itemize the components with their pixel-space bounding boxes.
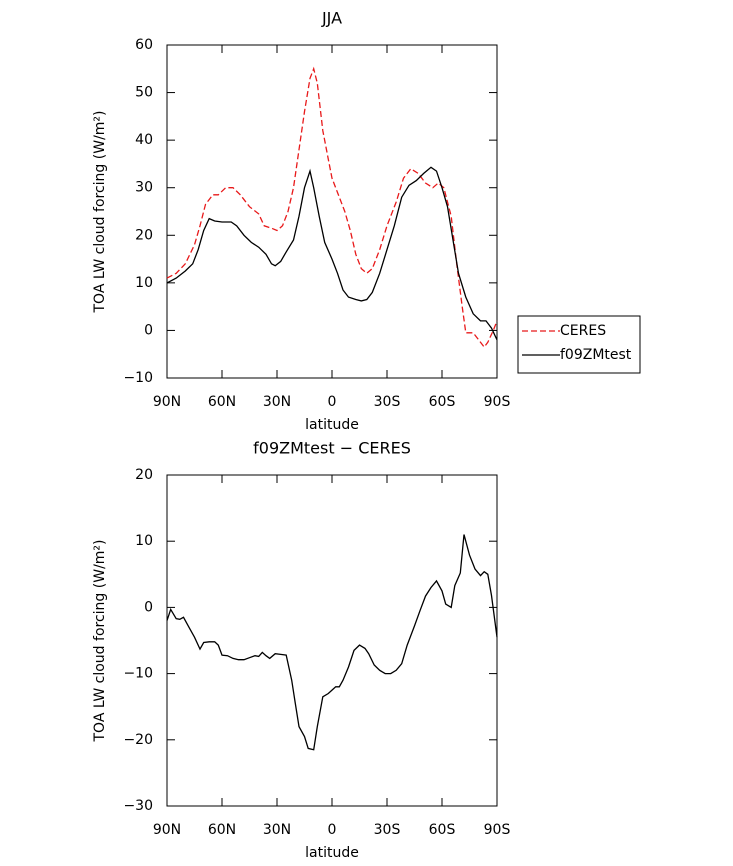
x-axis-label: latitude bbox=[305, 845, 359, 861]
y-tick-label: −20 bbox=[123, 732, 153, 748]
y-tick-label: 40 bbox=[135, 132, 153, 148]
x-tick-label: 60N bbox=[208, 394, 236, 410]
plot-frame bbox=[166, 474, 498, 807]
x-tick-label: 30S bbox=[374, 822, 401, 838]
x-tick-label: 30S bbox=[374, 394, 401, 410]
data-line bbox=[166, 66, 498, 349]
y-tick-label: −10 bbox=[123, 666, 153, 682]
x-tick-label: 60S bbox=[429, 394, 456, 410]
x-tick-label: 0 bbox=[328, 822, 337, 838]
data-line bbox=[166, 534, 498, 751]
x-tick-label: 30N bbox=[263, 822, 291, 838]
y-tick-label: −10 bbox=[123, 370, 153, 386]
x-axis-label: latitude bbox=[305, 417, 359, 433]
y-tick-label: 10 bbox=[135, 275, 153, 291]
legend-label: f09ZMtest bbox=[560, 347, 632, 363]
x-tick-label: 60N bbox=[208, 822, 236, 838]
legend-box bbox=[517, 315, 641, 374]
y-tick-label: 0 bbox=[144, 322, 153, 338]
chart-title: JJA bbox=[321, 9, 342, 28]
x-tick-label: 90N bbox=[153, 394, 181, 410]
y-tick-label: 30 bbox=[135, 180, 153, 196]
y-tick-label: 10 bbox=[135, 533, 153, 549]
x-tick-label: 60S bbox=[429, 822, 456, 838]
x-tick-label: 30N bbox=[263, 394, 291, 410]
y-tick-label: 20 bbox=[135, 227, 153, 243]
y-axis-label: TOA LW cloud forcing (W/m²) bbox=[92, 111, 108, 314]
x-tick-label: 90S bbox=[484, 394, 511, 410]
data-line bbox=[166, 166, 498, 341]
y-tick-label: 50 bbox=[135, 85, 153, 101]
y-tick-label: 20 bbox=[135, 467, 153, 483]
y-tick-label: 60 bbox=[135, 37, 153, 53]
x-tick-label: 90N bbox=[153, 822, 181, 838]
chart-title: f09ZMtest − CERES bbox=[253, 439, 411, 458]
x-tick-label: 0 bbox=[328, 394, 337, 410]
y-tick-label: 0 bbox=[144, 599, 153, 615]
y-tick-label: −30 bbox=[123, 798, 153, 814]
plot-frame bbox=[166, 44, 498, 379]
legend-label: CERES bbox=[560, 323, 606, 339]
y-axis-label: TOA LW cloud forcing (W/m²) bbox=[92, 540, 108, 743]
x-tick-label: 90S bbox=[484, 822, 511, 838]
